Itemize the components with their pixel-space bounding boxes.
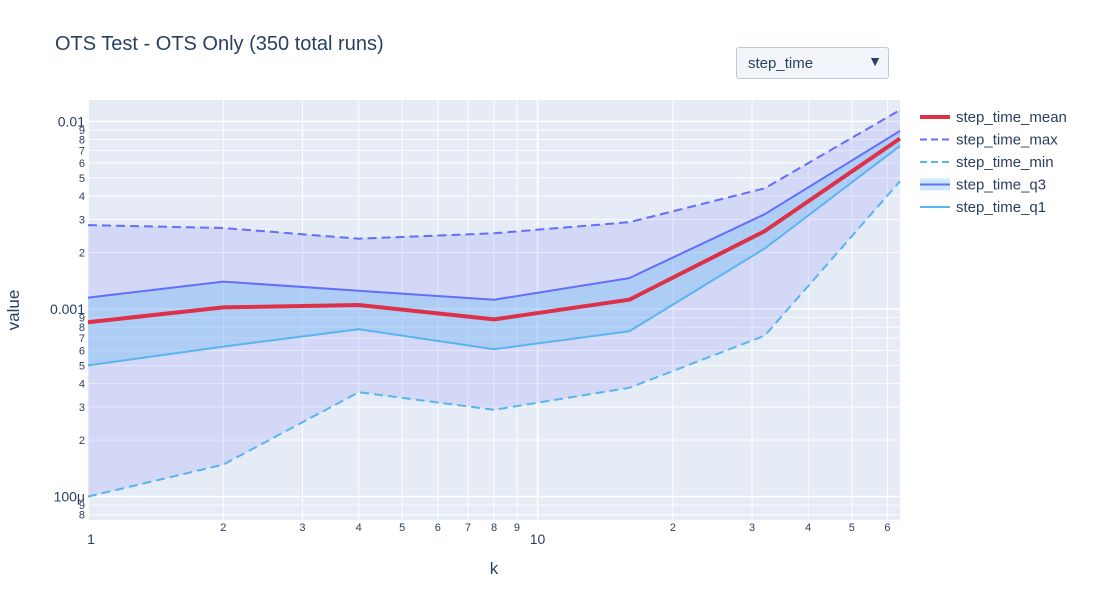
y-tick-label: 4: [79, 379, 85, 391]
metric-dropdown[interactable]: step_time ▼: [736, 47, 889, 79]
x-tick-label: 7: [465, 522, 471, 534]
x-tick-label: 10: [530, 531, 546, 547]
y-axis-title: value: [4, 290, 23, 331]
legend-label: step_time_max: [956, 132, 1058, 149]
x-tick-label: 6: [435, 522, 441, 534]
y-tick-label: 0.001: [50, 301, 85, 317]
x-tick-label: 2: [220, 522, 226, 534]
x-tick-label: 6: [884, 522, 890, 534]
legend-item-step_time_q1[interactable]: step_time_q1: [920, 199, 1046, 216]
y-tick-label: 5: [79, 173, 85, 185]
y-tick-label: 7: [79, 333, 85, 345]
x-tick-label: 8: [491, 522, 497, 534]
chart-title: OTS Test - OTS Only (350 total runs): [55, 33, 384, 55]
x-tick-label: 1: [87, 531, 95, 547]
y-tick-label: 8: [79, 135, 85, 147]
y-tick-label: 3: [79, 214, 85, 226]
x-tick-label: 3: [749, 522, 755, 534]
x-axis-ticks: 1 2 3 4 5 6 7 8 9 10 2 3 4 5 6: [87, 522, 890, 547]
x-tick-label: 4: [356, 522, 362, 534]
series-lines: [87, 109, 902, 498]
series-line-step_time_q3: [87, 130, 901, 301]
y-tick-label: 2: [79, 247, 85, 259]
y-tick-label: 5: [79, 360, 85, 372]
y-tick-label: 0.01: [58, 113, 85, 129]
legend-label: step_time_q1: [956, 199, 1046, 216]
y-tick-label: 6: [79, 158, 85, 170]
legend-label: step_time_mean: [956, 109, 1067, 126]
legend-label: step_time_min: [956, 154, 1054, 171]
x-axis-title: k: [490, 559, 499, 578]
y-tick-label: 8: [79, 322, 85, 334]
x-tick-label: 5: [399, 522, 405, 534]
legend-item-step_time_mean[interactable]: step_time_mean: [920, 109, 1067, 126]
y-tick-label: 4: [79, 191, 85, 203]
y-tick-label: 9: [79, 500, 85, 512]
triangle-down-icon: ▼: [868, 53, 882, 69]
y-tick-label: 9: [79, 125, 85, 137]
legend[interactable]: step_time_mean step_time_max step_time_min…: [920, 109, 1067, 216]
x-tick-label: 5: [849, 522, 855, 534]
y-tick-label: 8: [79, 510, 85, 522]
x-tick-label: 9: [514, 522, 520, 534]
x-tick-label: 4: [805, 522, 811, 534]
series-line-step_time_mean: [87, 136, 902, 325]
y-tick-label: 7: [79, 145, 85, 157]
x-tick-label: 2: [670, 522, 676, 534]
x-tick-label: 3: [299, 522, 305, 534]
y-tick-label: 9: [79, 313, 85, 325]
grid-lines: [87, 100, 900, 520]
legend-item-step_time_q3[interactable]: step_time_q3: [920, 177, 1046, 194]
series-line-step_time_q1: [87, 145, 901, 367]
legend-item-step_time_max[interactable]: step_time_max: [920, 132, 1058, 149]
legend-item-step_time_min[interactable]: step_time_min: [920, 154, 1054, 171]
y-tick-label: 2: [79, 435, 85, 447]
min-max-band: [88, 110, 900, 497]
y-tick-label: 3: [79, 402, 85, 414]
legend-label: step_time_q3: [956, 177, 1046, 194]
y-tick-label: 100μ: [54, 489, 85, 505]
y-tick-label: 6: [79, 346, 85, 358]
series-line-step_time_max: [87, 109, 901, 240]
dropdown-selected-value: step_time: [748, 55, 814, 72]
